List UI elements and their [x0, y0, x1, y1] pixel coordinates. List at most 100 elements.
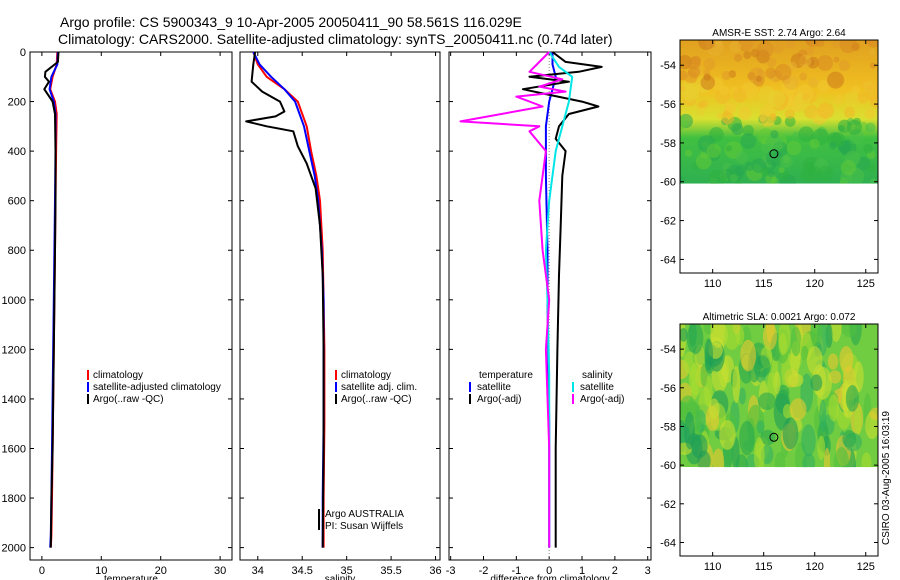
- xtick-label: 0: [39, 565, 45, 577]
- map-ytick-label: -64: [660, 254, 676, 266]
- sst-cell: [844, 91, 860, 108]
- map-xtick-label: 110: [704, 278, 722, 290]
- map-sla-map: 110 115 120 125 -54 -56 -58 -60 -62 -64 Altimetric…: [660, 312, 879, 573]
- sst-cell: [867, 164, 876, 173]
- sst-cell: [680, 106, 684, 114]
- sla-cell: [841, 324, 857, 338]
- sst-cell: [805, 40, 820, 48]
- ytick-label: 2000: [2, 543, 26, 555]
- sst-cell: [708, 169, 726, 184]
- sst-cell: [703, 58, 716, 70]
- sla-cell: [842, 429, 857, 448]
- sst-cell: [769, 113, 777, 121]
- sla-cell: [833, 446, 850, 468]
- sst-cell: [765, 67, 777, 79]
- ytick-label: 800: [8, 245, 26, 257]
- sla-cell: [789, 398, 807, 421]
- map-ytick-label: -62: [660, 216, 676, 228]
- sla-cell: [758, 392, 776, 411]
- sla-cell: [802, 453, 816, 468]
- sla-cell: [787, 373, 804, 388]
- sst-cell: [742, 124, 755, 137]
- sst-cell: [778, 166, 785, 174]
- sst-cell: [844, 107, 856, 119]
- sla-cell: [827, 353, 839, 370]
- title-line2: Climatology: CARS2000. Satellite-adjuste…: [58, 31, 613, 47]
- sst-cell: [798, 56, 807, 65]
- sst-cell: [733, 53, 743, 62]
- legend-item: Argo(-adj): [477, 394, 521, 405]
- xtick-label: 10: [95, 565, 107, 577]
- sla-cell: [756, 420, 765, 434]
- map-ytick-label: -60: [660, 177, 676, 189]
- sla-cell: [845, 384, 859, 412]
- sst-cell: [800, 168, 815, 182]
- legend-item: climatology: [93, 370, 143, 381]
- map-xtick-label: 125: [857, 561, 875, 573]
- sla-cell: [806, 346, 823, 375]
- sst-cell: [869, 48, 876, 56]
- sst-cell: [771, 41, 784, 54]
- panel-difference: -3 -2 -1 0 1 2 3 difference from climatology tem…: [446, 51, 652, 580]
- sst-cell: [770, 130, 779, 139]
- sst-cell: [687, 56, 701, 70]
- series-difference-salinity-satellite: [544, 51, 574, 548]
- legend-item: satellite: [477, 382, 511, 393]
- sst-cell: [838, 60, 850, 72]
- xtick-label: 30: [214, 565, 226, 577]
- sst-cell: [784, 116, 796, 127]
- sst-cell: [731, 123, 744, 135]
- sst-cell: [740, 133, 757, 150]
- map-xtick-label: 120: [806, 561, 824, 573]
- map-xtick-label: 125: [857, 278, 875, 290]
- sst-cell: [729, 40, 742, 53]
- map-ytick-label: -58: [660, 421, 676, 433]
- map-ytick-label: -60: [660, 460, 676, 472]
- sst-cell: [725, 145, 732, 152]
- series-temperature-argo-raw-qc-: [43, 51, 60, 548]
- xtick-label: 35: [341, 565, 353, 577]
- axes-frame-salinity: [239, 51, 441, 561]
- series-difference-temperature-argo-adj-: [521, 51, 603, 548]
- map-field: [680, 324, 878, 468]
- sst-cell: [768, 90, 786, 108]
- sst-cell: [829, 142, 837, 150]
- sla-cell: [839, 345, 854, 373]
- sst-cell: [817, 79, 830, 92]
- xtick-label: 20: [155, 565, 167, 577]
- map-xtick-label: 115: [755, 561, 773, 573]
- sst-cell: [680, 85, 686, 93]
- sla-cell: [723, 324, 741, 350]
- sla-cell: [782, 417, 799, 450]
- sst-cell: [743, 50, 752, 60]
- sst-cell: [801, 93, 810, 101]
- sla-cell: [800, 345, 809, 361]
- ytick-label: 1800: [2, 493, 26, 505]
- xtick-label: 34: [252, 565, 264, 577]
- sla-cell: [817, 435, 826, 460]
- sla-cell: [819, 399, 827, 432]
- sst-cell: [719, 85, 730, 96]
- sst-cell: [758, 113, 767, 122]
- sla-cell: [691, 434, 708, 459]
- sst-cell: [703, 73, 711, 81]
- sla-cell: [719, 419, 736, 450]
- sst-cell: [831, 40, 842, 49]
- sst-cell: [817, 102, 835, 119]
- legend-item: satellite adj. clim.: [341, 382, 417, 393]
- map-ytick-label: -54: [660, 344, 676, 356]
- sst-cell: [751, 158, 766, 173]
- argo-position-marker: [769, 149, 779, 159]
- xtick-label: -2: [479, 565, 489, 577]
- sla-cell: [684, 411, 695, 450]
- legend-item: Argo(..raw -QC): [93, 394, 164, 405]
- ytick-label: 1600: [2, 443, 26, 455]
- sst-cell: [792, 131, 800, 139]
- sla-cell: [774, 451, 786, 468]
- sst-cell: [697, 101, 704, 109]
- sst-cell: [864, 108, 876, 120]
- sla-cell: [854, 407, 862, 436]
- map-frame: [679, 39, 879, 274]
- sla-cell: [694, 404, 702, 434]
